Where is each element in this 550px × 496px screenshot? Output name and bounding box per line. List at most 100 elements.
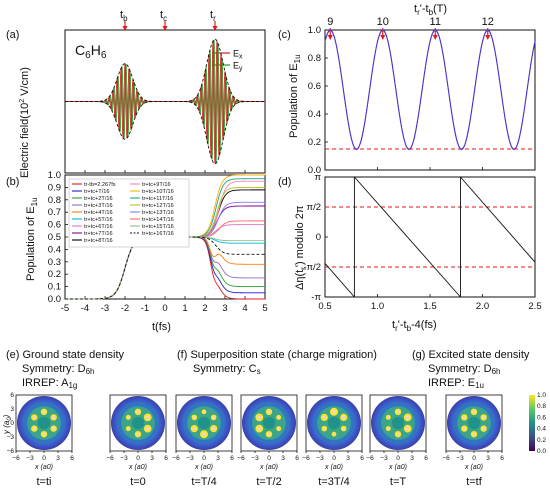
density-lobe-core xyxy=(482,427,486,431)
panel-b-xtick-label: 5 xyxy=(262,303,267,314)
panel-b-xtick-label: -4 xyxy=(81,303,89,314)
panel-c-ytick-label: 0.4 xyxy=(308,109,321,120)
density-lobe-core xyxy=(52,427,56,431)
panel-b-legend-label-5: tr+tc+4T/16 xyxy=(84,210,113,216)
density-time-label: t=T xyxy=(390,476,406,488)
panel-c-ytick-label: 1.0 xyxy=(308,25,321,36)
panel-b-legend-label-13: tr+tc+12T/16 xyxy=(142,203,174,209)
density-xtick-label: 0 xyxy=(332,455,336,462)
density-lobe-core xyxy=(136,410,140,414)
density-ytick-label: 3 xyxy=(10,406,14,413)
density-lobe-core xyxy=(387,416,390,419)
colorbar-tick-label: 0.4 xyxy=(537,426,546,433)
density-xtick-label: 3 xyxy=(216,455,220,462)
panel-b-legend-label-11: tr+tc+10T/16 xyxy=(142,189,174,195)
panel-d-xtick-label: 1.0 xyxy=(371,301,384,312)
colorbar-tick-label: 0.2 xyxy=(537,437,546,444)
density-xtick-label: 3 xyxy=(150,455,154,462)
density-xtick-label: 3 xyxy=(56,455,60,462)
density-xtick-label: 6 xyxy=(360,455,364,462)
panel-b-xtick-label: 3 xyxy=(222,303,227,314)
panel-d-sawtooth-segment-3 xyxy=(460,176,536,263)
density-lobe-core xyxy=(193,416,196,419)
marker-arrowhead-tc xyxy=(162,26,168,31)
density-xtick-label: −3 xyxy=(26,455,34,462)
density-outer-ring xyxy=(183,402,225,444)
panel-e-symmetry: Symmetry: D6h xyxy=(22,363,94,376)
panel-b-legend-label-8: tr+tc+7T/16 xyxy=(84,231,113,237)
density-lobe-core xyxy=(267,410,271,414)
density-xtick-label: −6 xyxy=(106,455,114,462)
panel-b-xticks: -5 -4 -3 -2 -1 0 1 2 3 4 5 xyxy=(61,296,268,314)
panel-c-yticks: 0.0 0.2 0.4 0.6 0.8 1.0 xyxy=(308,25,328,176)
panel-d-xtick-label: 0.5 xyxy=(318,301,331,312)
density-xtick-label: 6 xyxy=(230,455,234,462)
density-lobe-core xyxy=(482,415,486,419)
density-lobe-core xyxy=(202,432,206,437)
density-map-3: −6 −3 0 3 6 x (a0) t=T/4 xyxy=(172,394,234,488)
panel-b-legend-label-14: tr+tc+13T/16 xyxy=(142,210,174,216)
density-map-1: −6 −3 0 3 6 x (a0) t=ti −6 −3 0 3 6 xyxy=(7,392,75,488)
panel-b-legend-label-2: tr+tc+T/16 xyxy=(84,189,110,195)
density-lobe-core xyxy=(462,415,466,419)
marker-label-tc: tc xyxy=(160,9,167,23)
density-center xyxy=(327,416,341,430)
density-xlabel: x (a0) xyxy=(194,464,213,471)
density-xtick-label: 6 xyxy=(164,455,168,462)
density-lobe-core xyxy=(192,426,196,431)
density-center xyxy=(37,416,51,430)
density-ytick-label: −6 xyxy=(7,448,15,455)
density-xtick-label: −6 xyxy=(237,455,245,462)
panel-b-legend-label-6: tr+tc+5T/16 xyxy=(84,217,113,223)
density-lobe-core xyxy=(342,427,345,430)
density-xtick-label: −6 xyxy=(12,455,20,462)
density-lobe-core xyxy=(32,427,36,431)
panel-b-legend: tr-tb=2.267fstr+tc+T/16tr+tc+2T/16tr+tc+… xyxy=(68,178,190,248)
density-map-6: −6 −3 0 3 6 x (a0) t=T xyxy=(366,394,428,488)
density-xtick-label: −6 xyxy=(442,455,450,462)
density-xtick-label: 6 xyxy=(500,455,504,462)
panel-f-symmetry: Symmetry: Cs xyxy=(193,363,261,376)
panel-b-legend-box xyxy=(68,178,190,248)
density-map-7: −6 −3 0 3 6 x (a0) t=tf xyxy=(442,394,504,488)
density-outer-ring xyxy=(117,402,159,444)
panel-f-title: (f) Superposition state (charge migratio… xyxy=(177,349,377,361)
panel-d-xlabel: tr'-tb-4(fs) xyxy=(392,319,437,333)
panel-e-title: (e) Ground state density xyxy=(6,349,125,361)
panel-c-curves xyxy=(324,29,536,151)
density-xtick-label: −3 xyxy=(251,455,259,462)
panel-c-ytick-label: 0.6 xyxy=(308,81,321,92)
density-lobe-core xyxy=(332,410,336,414)
density-lobe-core xyxy=(136,432,140,436)
panel-b-ytick-label: 0.1 xyxy=(48,282,61,293)
panel-b-ylabel: Population of E1u xyxy=(25,197,39,281)
panel-b-xtick-label: 1 xyxy=(182,303,187,314)
density-xtick-label: 0 xyxy=(42,455,46,462)
panel-b-ytick-label: 0.2 xyxy=(48,269,61,280)
density-lobe-core xyxy=(405,415,410,420)
panel-d-sawtooth-segment-1 xyxy=(324,263,355,298)
panel-b-legend-label-9: tr+tc+8T/16 xyxy=(84,238,113,244)
density-map-2: −6 −3 0 3 6 x (a0) t=0 xyxy=(106,394,168,488)
density-xtick-label: 0 xyxy=(202,455,206,462)
density-lobe-core xyxy=(127,427,130,430)
panel-b-letter: (b) xyxy=(6,176,19,188)
panel-b-legend-label-1: tr-tb=2.267fs xyxy=(84,182,116,188)
panel-b-ytick-label: 0.8 xyxy=(48,195,61,206)
panel-g-irrep: IRREP: E1u xyxy=(428,377,484,390)
panel-c-series-magenta xyxy=(324,30,536,151)
panel-b-ytick-label: 0.0 xyxy=(48,294,61,305)
density-lobe-core xyxy=(323,427,326,430)
panel-c-top-arrowhead-9 xyxy=(327,35,333,40)
density-lobe-core xyxy=(257,426,262,431)
density-xtick-label: 0 xyxy=(396,455,400,462)
density-lobe-core xyxy=(32,415,36,419)
panel-d-ytick-label: π xyxy=(314,172,321,183)
panel-d-sawtooth-segment-2 xyxy=(354,176,461,298)
density-xtick-label: 3 xyxy=(486,455,490,462)
colorbar-tick-label: 0.8 xyxy=(537,403,546,410)
density-xtick-label: −6 xyxy=(172,455,180,462)
